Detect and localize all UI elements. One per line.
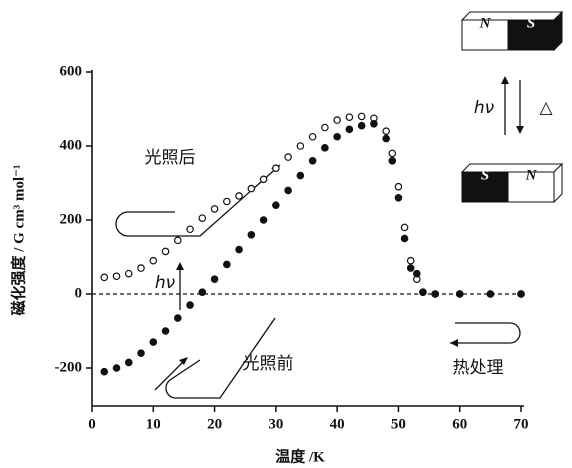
x-tick-label: 40: [330, 416, 345, 432]
arrow-head: [450, 339, 458, 347]
magnet-bottom: [462, 164, 562, 202]
magnet-pole: N: [525, 167, 538, 183]
x-tick-label: 10: [146, 416, 161, 432]
y-tick-label: 200: [60, 211, 83, 227]
arrow-head: [501, 76, 509, 84]
point: [199, 215, 205, 221]
point: [273, 202, 279, 208]
x-axis-label: 温度 /K: [275, 447, 325, 465]
point: [309, 134, 315, 140]
point: [457, 291, 463, 297]
x-tick-label: 60: [452, 416, 467, 432]
point: [334, 117, 340, 123]
point: [175, 315, 181, 321]
point: [199, 289, 205, 295]
point: [175, 237, 181, 243]
point: [101, 369, 107, 375]
y-tick-label: 400: [60, 137, 83, 153]
point: [285, 187, 291, 193]
point: [432, 291, 438, 297]
point: [358, 122, 364, 128]
point: [211, 206, 217, 212]
magnet-pole: S: [481, 167, 489, 183]
point: [113, 273, 119, 279]
point: [401, 224, 407, 230]
point: [407, 258, 413, 264]
point: [487, 291, 493, 297]
x-tick-label: 30: [268, 416, 283, 432]
point: [260, 176, 266, 182]
point: [371, 121, 377, 127]
magnet-top: [462, 12, 562, 50]
point: [420, 289, 426, 295]
y-tick-label: -200: [55, 359, 83, 375]
magnet-pole: S: [527, 15, 535, 31]
point: [236, 246, 242, 252]
point: [126, 270, 132, 276]
point: [211, 276, 217, 282]
x-tick-label: 70: [514, 416, 529, 432]
point: [126, 359, 132, 365]
point: [346, 114, 352, 120]
point: [224, 198, 230, 204]
point: [322, 145, 328, 151]
point: [346, 126, 352, 132]
before-label: 光照前: [243, 354, 294, 374]
heat-arrow: [450, 323, 520, 343]
point: [150, 339, 156, 345]
y-axis-label: 磁化强度 / G cm³ mol⁻¹: [9, 164, 27, 315]
x-tick-label: 50: [391, 416, 406, 432]
after-arrow: [116, 165, 280, 236]
y-tick-label: 600: [60, 63, 83, 79]
chart: 温度 /K 磁化强度 / G cm³ mol⁻¹ hν 光照后 光照前 热处理 …: [0, 0, 572, 468]
point: [138, 265, 144, 271]
point: [248, 185, 254, 191]
point: [389, 158, 395, 164]
point: [150, 258, 156, 264]
arrow-head: [516, 126, 524, 134]
point: [407, 265, 413, 271]
arrow-head: [176, 262, 184, 270]
light-label: hν: [155, 273, 176, 293]
light-label-top: hν: [474, 98, 495, 118]
point: [187, 302, 193, 308]
point: [297, 143, 303, 149]
before-arrow-2: [155, 360, 185, 390]
point: [162, 248, 168, 254]
point: [383, 128, 389, 134]
point: [383, 135, 389, 141]
heat-label-top: △: [539, 98, 553, 118]
point: [518, 291, 524, 297]
point: [297, 172, 303, 178]
point: [138, 350, 144, 356]
point: [285, 154, 291, 160]
point: [162, 328, 168, 334]
point: [395, 184, 401, 190]
point: [224, 261, 230, 267]
point: [401, 235, 407, 241]
point: [322, 124, 328, 130]
point: [395, 195, 401, 201]
point: [248, 232, 254, 238]
point: [414, 270, 420, 276]
point: [358, 113, 364, 119]
point: [101, 274, 107, 280]
x-tick-label: 20: [207, 416, 222, 432]
heat-label: 热处理: [453, 358, 504, 378]
point: [334, 134, 340, 140]
y-tick-label: 0: [75, 285, 83, 301]
point: [260, 217, 266, 223]
point: [273, 165, 279, 171]
point: [309, 158, 315, 164]
point: [389, 150, 395, 156]
x-tick-label: 0: [88, 416, 96, 432]
after-label: 光照后: [145, 148, 196, 168]
magnet-pole: N: [479, 15, 492, 31]
point: [187, 226, 193, 232]
point: [236, 193, 242, 199]
point: [113, 365, 119, 371]
